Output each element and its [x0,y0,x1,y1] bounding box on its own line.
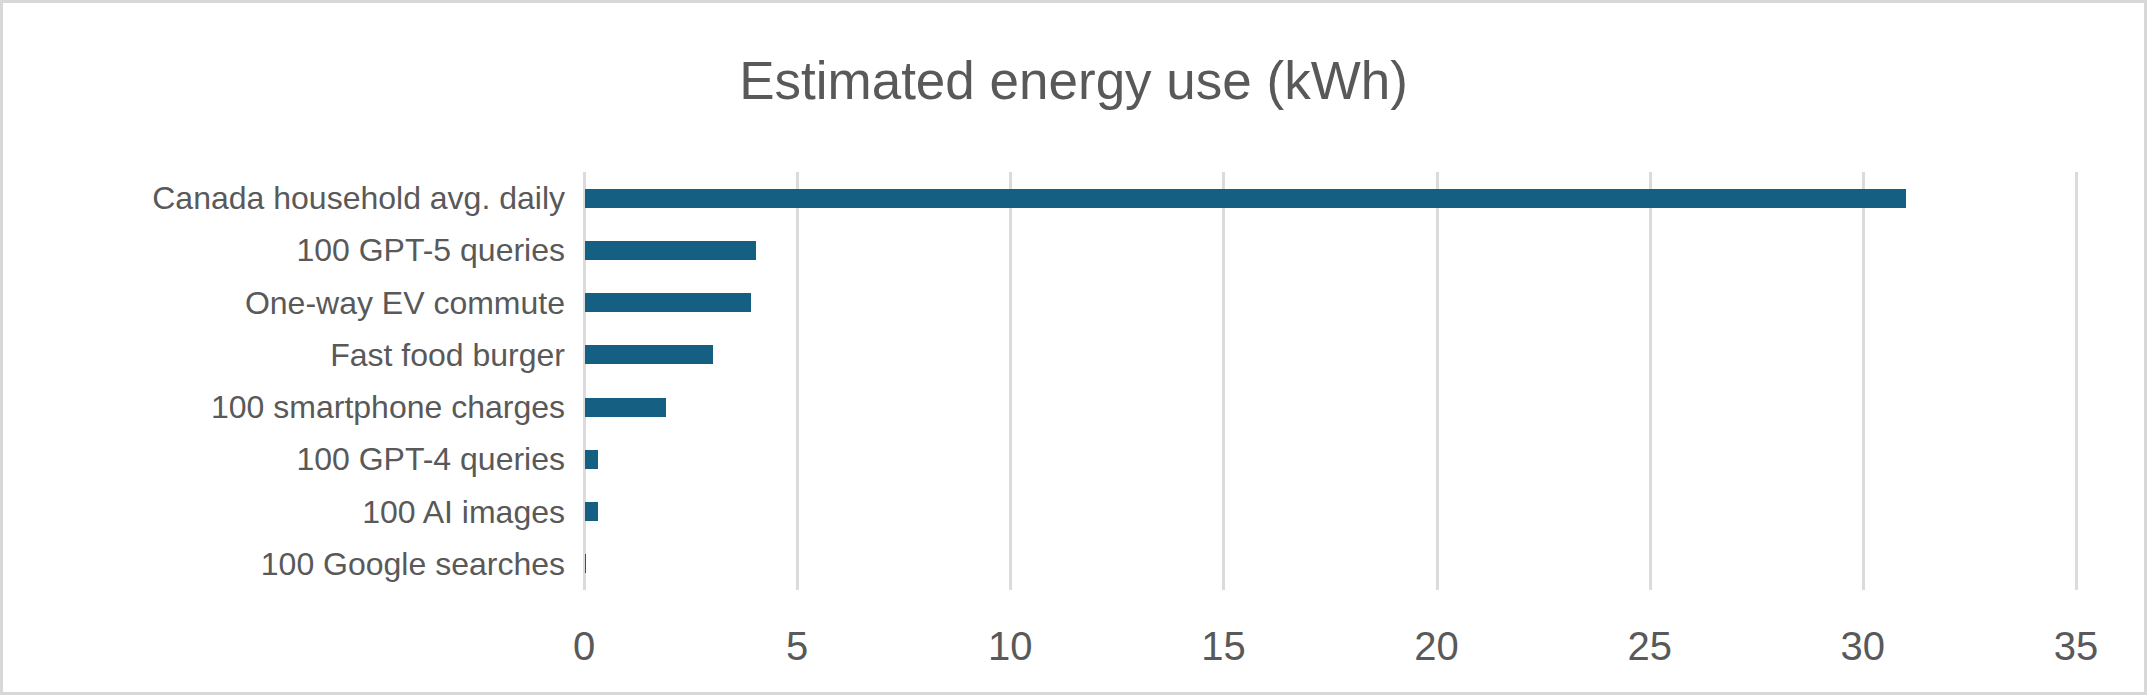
category-label-100-gpt-5-queries: 100 GPT-5 queries [3,230,565,270]
bar-100-ai-images [585,502,598,521]
bar-one-way-ev-commute [585,293,751,312]
x-tick-label-35: 35 [1996,624,2147,668]
category-label-fast-food-burger: Fast food burger [3,335,565,375]
category-label-100-smartphone-charges: 100 smartphone charges [3,387,565,427]
x-tick-label-15: 15 [1143,624,1303,668]
y-axis-line [583,172,586,590]
category-label-100-gpt-4-queries: 100 GPT-4 queries [3,439,565,479]
bar-canada-household-avg-daily [585,189,1906,208]
x-tick-label-30: 30 [1783,624,1943,668]
gridline-x-15 [1222,172,1225,590]
x-tick-label-5: 5 [717,624,877,668]
gridline-x-20 [1436,172,1439,590]
x-tick-label-0: 0 [504,624,664,668]
bar-100-gpt-5-queries [585,241,756,260]
chart-title: Estimated energy use (kWh) [3,51,2144,111]
x-tick-label-25: 25 [1570,624,1730,668]
gridline-x-30 [1862,172,1865,590]
category-label-100-google-searches: 100 Google searches [3,544,565,584]
chart-canvas: Estimated energy use (kWh) 0 5 10 15 20 25 30 3… [0,0,2147,695]
gridline-x-10 [1009,172,1012,590]
x-tick-label-10: 10 [930,624,1090,668]
gridline-x-5 [796,172,799,590]
category-label-canada-household-avg-daily: Canada household avg. daily [3,178,565,218]
category-label-one-way-ev-commute: One-way EV commute [3,283,565,323]
category-label-100-ai-images: 100 AI images [3,492,565,532]
bar-100-google-searches [585,554,586,573]
gridline-x-25 [1649,172,1652,590]
x-tick-label-20: 20 [1357,624,1517,668]
bar-fast-food-burger [585,345,713,364]
gridline-x-35 [2075,172,2078,590]
bar-100-smartphone-charges [585,398,666,417]
bar-100-gpt-4-queries [585,450,598,469]
